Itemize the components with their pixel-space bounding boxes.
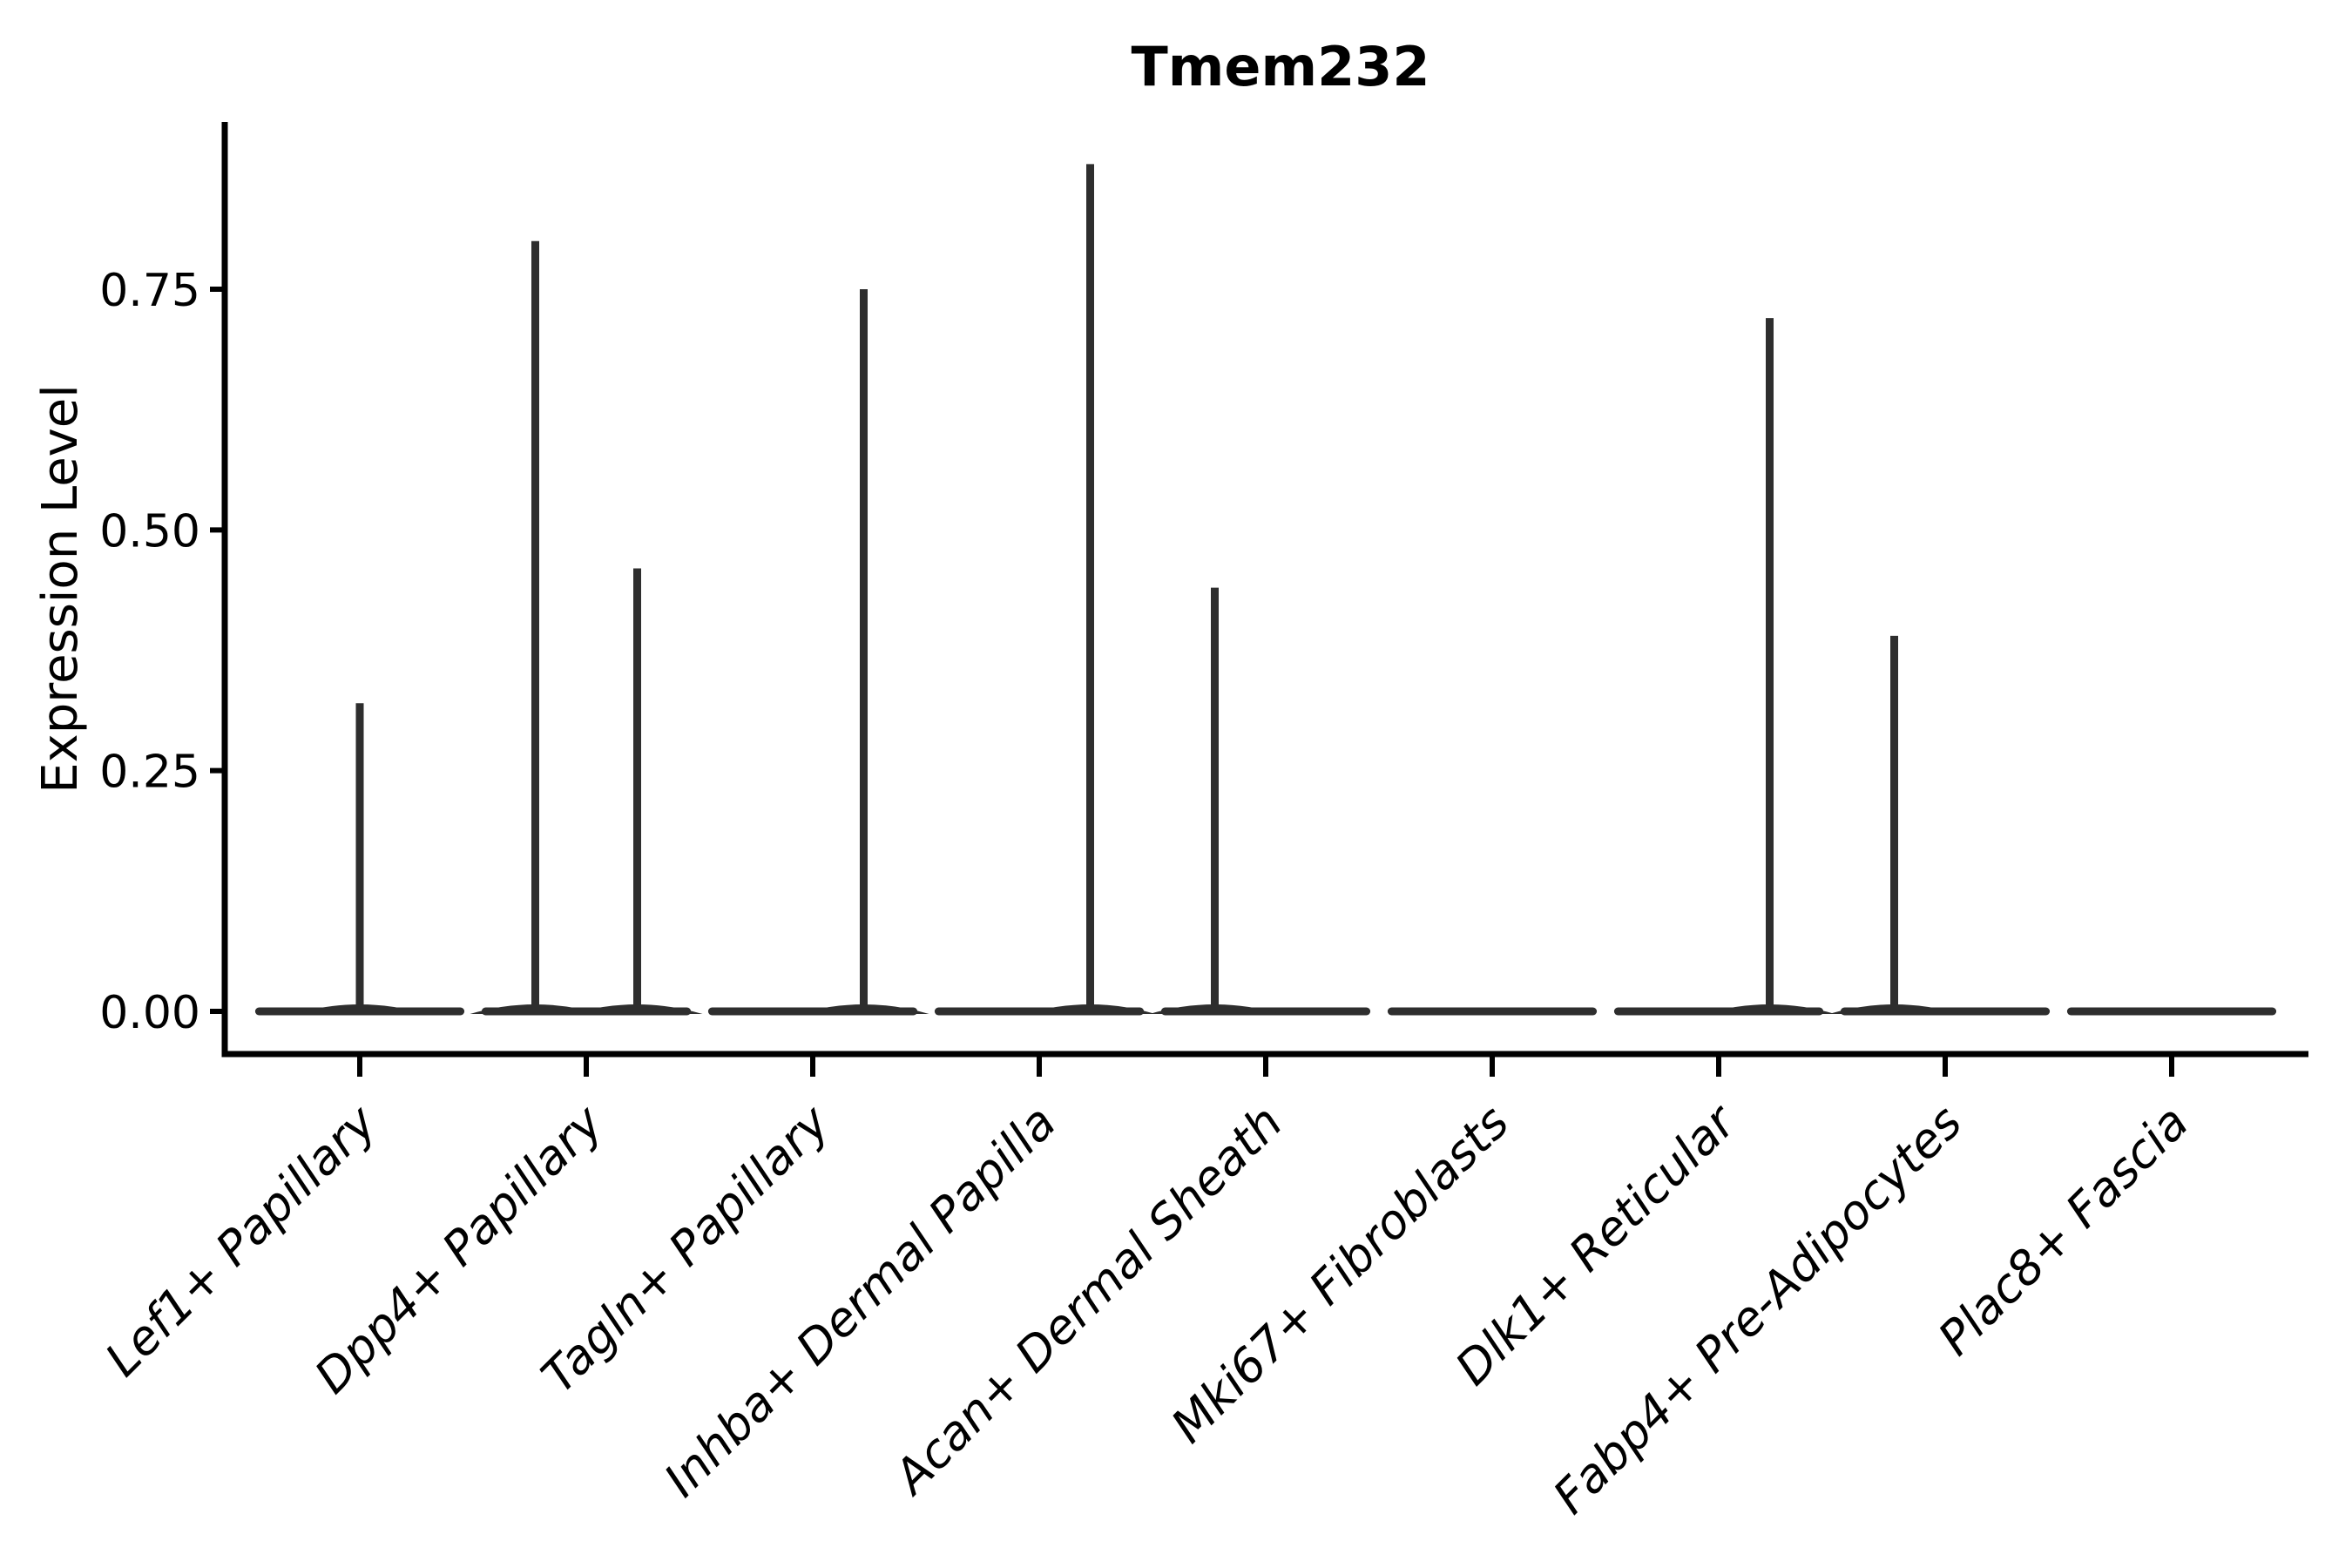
x-tick-label: Inhba+ Dermal Papilla bbox=[653, 1095, 1066, 1508]
y-tick-label: 0.50 bbox=[99, 505, 200, 558]
y-tick-label: 0.25 bbox=[99, 747, 200, 799]
x-tick-label: Fabp4+ Pre-Adipocytes bbox=[1543, 1095, 1972, 1524]
y-tick-label: 0.00 bbox=[99, 987, 200, 1039]
y-tick-label: 0.75 bbox=[99, 265, 200, 317]
chart-title: Tmem232 bbox=[1132, 35, 1430, 98]
y-axis-title: Expression Level bbox=[32, 384, 89, 794]
x-tick-label: Acan+ Dermal Sheath bbox=[882, 1095, 1293, 1506]
